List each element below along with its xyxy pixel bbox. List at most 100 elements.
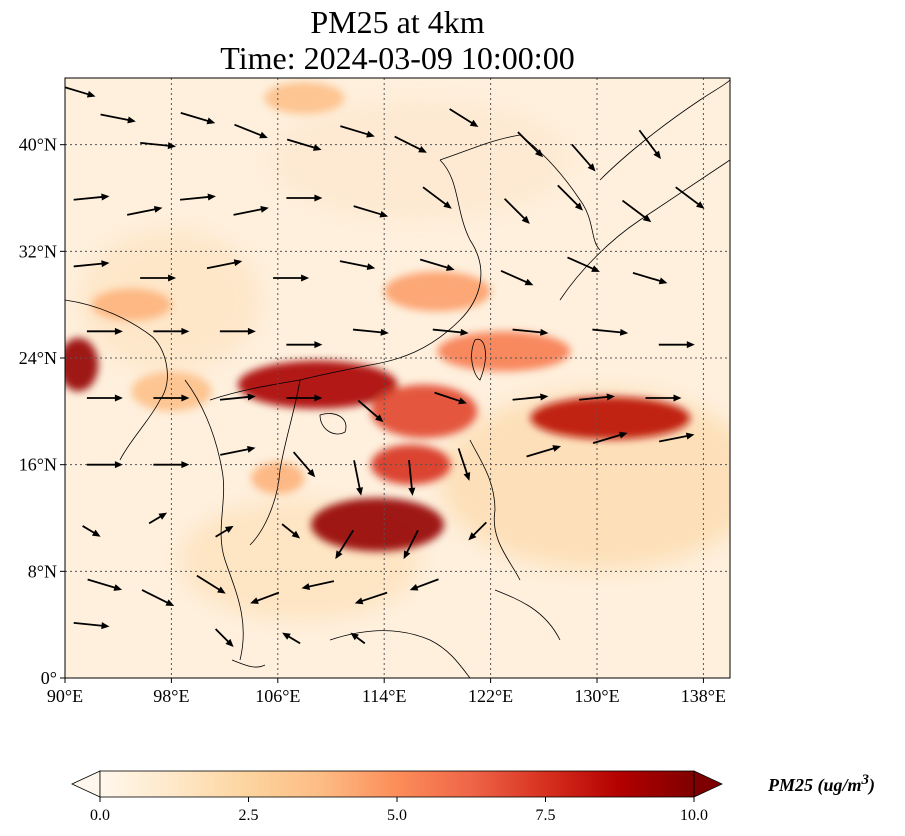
y-tick-label: 8°N (28, 561, 57, 581)
wind-arrow (394, 135, 427, 153)
colorbar-tick-label: 10.0 (680, 807, 708, 824)
wind-arrow (233, 205, 269, 216)
wind-arrow (592, 431, 628, 445)
wind-arrow (434, 391, 467, 405)
colorbar-tick-label: 0.0 (90, 807, 110, 824)
x-tick-label: 106°E (255, 686, 300, 706)
wind-arrow (512, 393, 549, 401)
pm25-plume-4 (530, 396, 691, 440)
wind-arrow (422, 186, 452, 209)
x-tick-label: 98°E (153, 686, 189, 706)
wind-arrow (234, 123, 268, 139)
x-tick-label: 138°E (681, 686, 726, 706)
wind-arrow (82, 525, 101, 537)
map-frame (64, 77, 731, 679)
y-tick-label: 16°N (19, 455, 57, 475)
wind-arrow (578, 393, 615, 401)
colorbar-extend-min (71, 770, 101, 798)
wind-arrow (339, 260, 376, 271)
wind-arrow (335, 529, 355, 560)
colorbar-title-text: PM25 (ug/m (768, 775, 862, 795)
wind-arrow (350, 632, 366, 645)
wind-arrow (86, 327, 123, 335)
wind-arrow (557, 184, 583, 211)
wind-arrow (353, 460, 363, 496)
wind-arrow (457, 448, 471, 481)
latitude-axis: 0° 8°N 16°N 24°N 32°N 40°N (19, 135, 65, 688)
wind-arrow (645, 394, 682, 402)
colorbar: 0.0 2.5 5.0 7.5 10.0 (71, 770, 723, 824)
pm25-plume-0 (237, 360, 398, 409)
wind-arrow (468, 521, 487, 541)
wind-arrow (432, 328, 469, 336)
wind-arrow (87, 578, 123, 591)
pm25-plume-7 (65, 338, 99, 392)
wind-arrow (408, 459, 416, 496)
wind-arrow (286, 394, 323, 402)
wind-arrow (141, 589, 175, 607)
wind-arrow (73, 621, 110, 630)
y-tick-label: 32°N (19, 241, 57, 261)
wind-arrow (153, 461, 190, 469)
wind-arrow (354, 591, 388, 605)
wind-arrow (220, 445, 256, 456)
wind-arrow (517, 131, 544, 158)
colorbar-tick-label: 5.0 (387, 807, 407, 824)
wind-arrow (180, 111, 216, 125)
wind-arrow (196, 574, 226, 594)
wind-arrow (526, 445, 562, 458)
longitude-axis: 90°E 98°E 106°E 114°E 122°E 130°E 138°E (47, 678, 726, 706)
wind-arrow (352, 328, 389, 336)
wind-arrow (86, 461, 123, 469)
wind-arrow (675, 186, 705, 209)
wind-arrow (571, 143, 596, 172)
x-tick-label: 130°E (574, 686, 619, 706)
colorbar-title: PM25 (ug/m3) (768, 772, 875, 796)
wind-arrow (638, 129, 661, 160)
wind-arrow (250, 591, 280, 604)
wind-arrow (503, 198, 530, 224)
wind-arrow (86, 394, 123, 402)
wind-arrow (301, 580, 335, 590)
wind-arrow (658, 432, 695, 443)
x-tick-label: 114°E (362, 686, 407, 706)
wind-arrow (282, 632, 301, 645)
wind-arrow (340, 125, 375, 138)
x-tick-label: 90°E (47, 686, 83, 706)
wind-arrow (621, 199, 652, 223)
wind-arrow (73, 260, 110, 268)
pm25-plume-8 (91, 288, 172, 321)
wind-arrow (153, 327, 190, 335)
wind-arrow (353, 205, 389, 218)
wind-arrow (357, 399, 384, 423)
wind-arrow (273, 274, 310, 282)
wind-arrow (286, 138, 322, 151)
colorbar-title-close: ) (869, 775, 876, 795)
wind-arrow (403, 529, 419, 560)
wind-arrow (179, 193, 216, 201)
wind-arrow (292, 451, 316, 478)
pm25-plume-11 (131, 371, 212, 412)
pm25-plume-1 (370, 384, 478, 439)
wind-arrow (219, 393, 256, 401)
wind-arrow (281, 523, 301, 539)
colorbar-tick-label: 2.5 (239, 807, 259, 824)
wind-arrow (419, 258, 455, 271)
wind-arrow (65, 86, 96, 98)
colorbar-tick-label: 7.5 (536, 807, 556, 824)
pm25-plume-5 (437, 331, 571, 372)
pm25-plume-6 (384, 271, 491, 312)
wind-arrow (126, 205, 163, 216)
map-timestamp: Time: 2024-03-09 10:00:00 (220, 40, 575, 76)
wind-arrow (140, 274, 177, 282)
wind-arrow (219, 327, 256, 335)
wind-arrow (140, 141, 177, 150)
pm25-plume-9 (264, 82, 345, 114)
x-tick-label: 122°E (468, 686, 513, 706)
wind-arrow (632, 271, 668, 285)
wind-arrow (286, 341, 323, 349)
wind-arrow (409, 578, 439, 591)
wind-arrow (153, 394, 190, 402)
pm25-plume-2 (311, 498, 445, 552)
